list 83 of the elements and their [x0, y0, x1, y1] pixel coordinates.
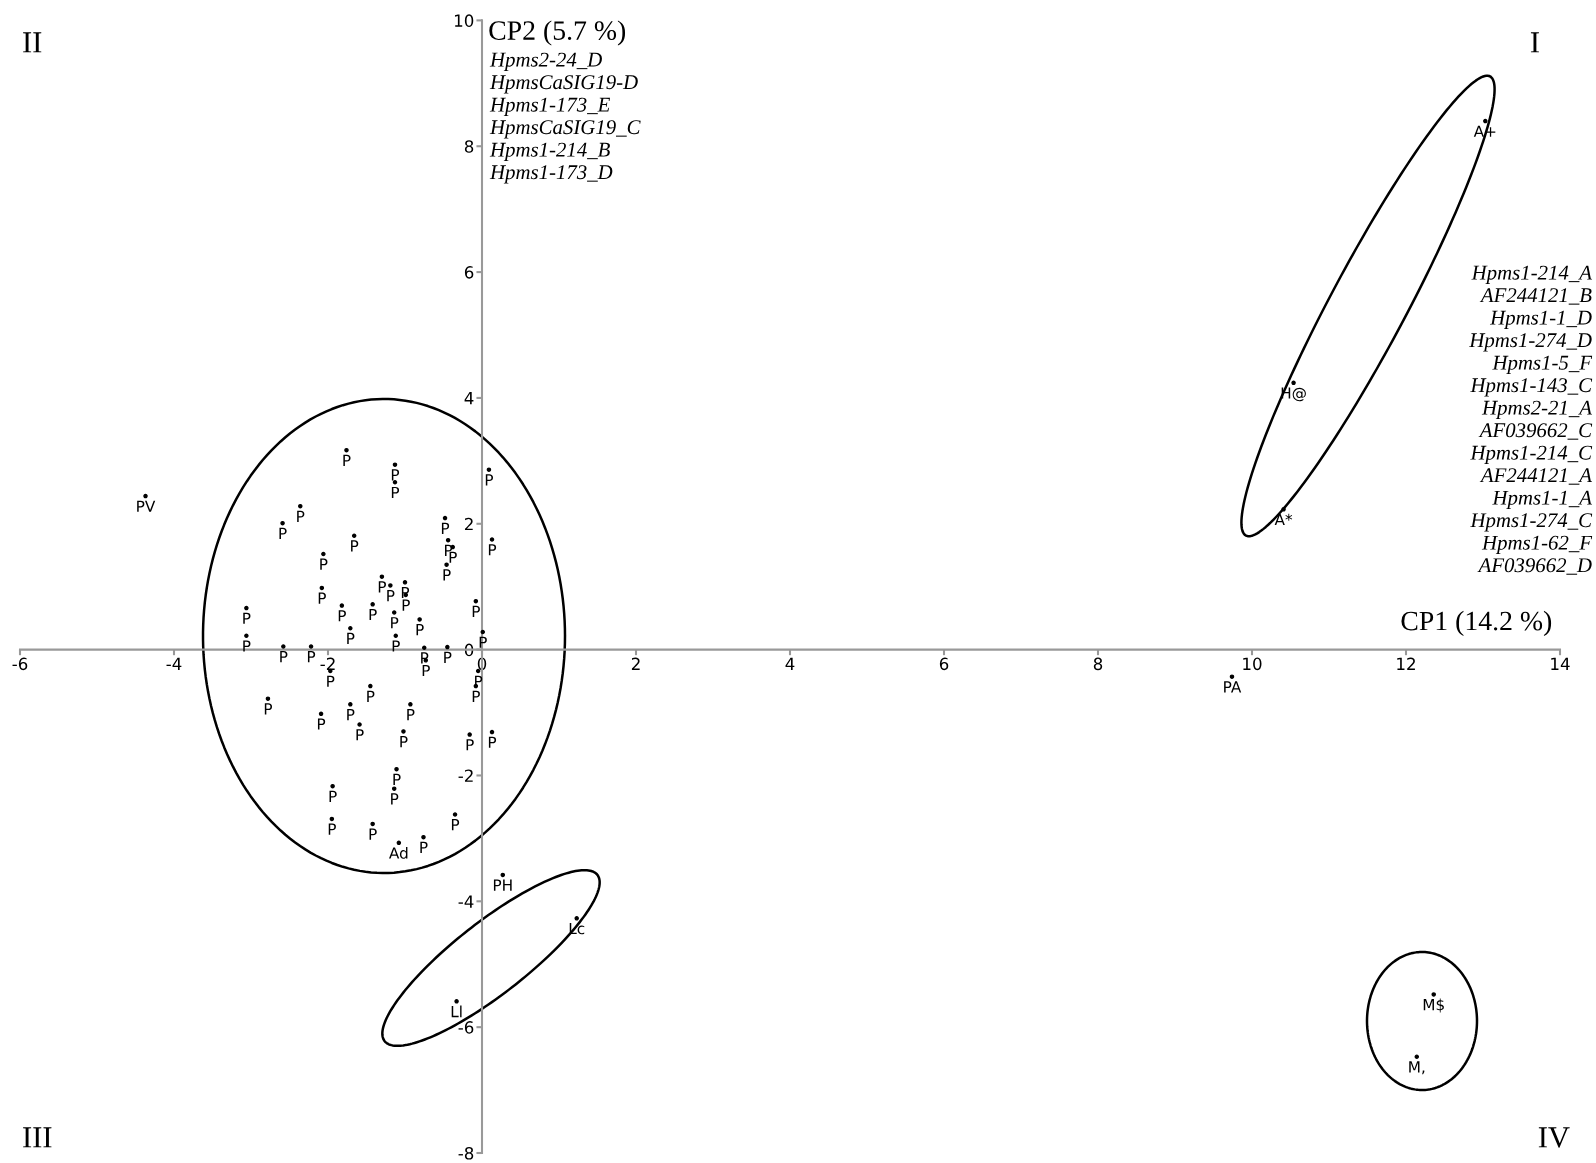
data-label: P [338, 610, 346, 622]
data-label: PA [1224, 681, 1242, 693]
y-tick-label: -8 [458, 1146, 474, 1160]
data-label: PH [493, 879, 512, 891]
x-tick-label: -2 [320, 657, 335, 670]
data-label: P [280, 651, 288, 663]
data-label: PV [137, 500, 156, 512]
data-label: P [407, 709, 415, 721]
data-label: P [329, 790, 337, 802]
data-label: P [328, 823, 336, 835]
data-label: P [402, 599, 410, 611]
data-label: P [443, 569, 451, 581]
annotation: III [23, 1127, 52, 1148]
data-label: P [369, 608, 377, 621]
data-label: P [393, 773, 401, 785]
y-axis-title: CP2 (5.7 %) [489, 20, 626, 46]
x-tick-label: 6 [939, 657, 949, 671]
data-label: P [297, 510, 305, 522]
data-label: P [351, 540, 359, 552]
x-tick-label: -4 [166, 657, 182, 670]
x-tick-label: 2 [631, 657, 640, 670]
y-tick-label: 8 [464, 140, 474, 153]
data-label: P [369, 828, 377, 840]
data-label: P [485, 474, 494, 486]
data-label: P [488, 736, 497, 748]
data-label: P [367, 690, 375, 702]
data-label: P [243, 640, 251, 652]
data-label: P [421, 652, 429, 664]
data-label: P [441, 522, 450, 534]
data-label: P [488, 544, 497, 556]
x-tick-label: 12 [1397, 657, 1415, 670]
annotation: IV [1538, 1127, 1570, 1148]
y-tick-label: 6 [464, 266, 474, 279]
x-tick-label: -6 [12, 657, 28, 671]
data-label: P [391, 793, 399, 805]
x-tick-label: 8 [1093, 657, 1103, 671]
data-label: P [416, 624, 424, 636]
annotation: I [1530, 32, 1539, 53]
data-label: M$ [1423, 998, 1444, 1013]
data-label: Ll [451, 1005, 462, 1018]
x-tick-label: 4 [785, 657, 795, 670]
data-label: P [422, 664, 430, 677]
data-label: P [466, 739, 474, 751]
data-label: P [479, 636, 487, 648]
data-label: P [472, 605, 480, 617]
data-label: P [400, 736, 408, 748]
text: Hpms1-214_A AF244121_B Hpms1-1_D Hpms1-274_D Hpms1-5_F Hpms1-143_C Hpms2-21_A AF039662_C Hpms1-214_C AF244121_A Hpms1-1_A Hpms1-274_C Hpms1-62_F AF039662_D [1469, 265, 1593, 575]
y-tick-label: -4 [458, 895, 474, 908]
data-label: P [356, 729, 364, 741]
y-tick-label: 4 [464, 392, 474, 405]
data-label: P [444, 651, 452, 663]
data-label: M, [1409, 1061, 1425, 1075]
data-label: P [320, 558, 328, 570]
data-label: P [472, 690, 480, 702]
data-label: P [420, 841, 428, 853]
data-label: P [391, 469, 400, 481]
data-label: P [387, 590, 395, 602]
data-label: P [347, 632, 355, 644]
data-label: P [347, 709, 355, 721]
x-tick-label: 14 [1551, 657, 1570, 670]
y-tick-label: -2 [458, 769, 473, 782]
data-label: P [451, 819, 460, 831]
data-label: P [391, 486, 400, 499]
data-label: P [307, 651, 316, 663]
data-label: P [327, 675, 335, 687]
x-tick-label: 10 [1243, 657, 1262, 671]
data-label: P [318, 592, 326, 604]
data-label: P [392, 640, 400, 652]
data-label: P [343, 454, 351, 466]
y-tick-label: 10 [454, 14, 474, 27]
annotation: II [23, 32, 42, 53]
data-label: Ad [389, 846, 408, 859]
data-label: P [279, 527, 287, 539]
data-label: P [243, 612, 251, 624]
y-tick-label: -6 [458, 1021, 474, 1034]
data-label: P [391, 617, 399, 629]
data-label: P [378, 581, 386, 593]
y-tick-label: 2 [464, 517, 473, 531]
data-label: P [264, 703, 273, 715]
annotation: Hpms2-24_D HpmsCaSIG19-D Hpms1-173_E HpmsCaSIG19_C Hpms1-214_B Hpms1-173_D [489, 52, 641, 184]
data-label: P [317, 718, 326, 730]
x-axis-title: CP1 (14.2 %) [1401, 610, 1552, 637]
data-label: A* [1274, 513, 1293, 526]
